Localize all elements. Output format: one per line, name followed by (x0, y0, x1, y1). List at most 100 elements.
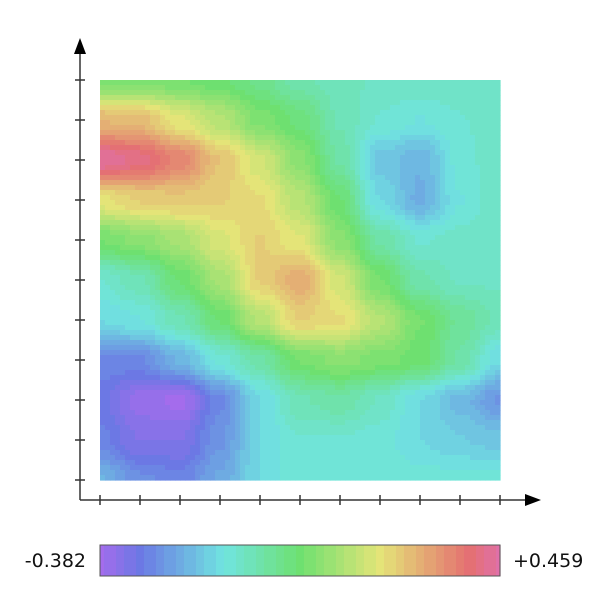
heatmap-cell (390, 120, 396, 126)
heatmap-cell (145, 370, 151, 376)
heatmap-cell (370, 105, 376, 111)
heatmap-cell (345, 305, 351, 311)
heatmap-cell (215, 335, 221, 341)
heatmap-cell (280, 270, 286, 276)
heatmap-cell (420, 195, 426, 201)
heatmap-cell (485, 360, 491, 366)
heatmap-cell (495, 195, 501, 201)
heatmap-cell (230, 90, 236, 96)
heatmap-cell (195, 185, 201, 191)
heatmap-cell (495, 90, 501, 96)
heatmap-cell (130, 120, 136, 126)
heatmap-cell (325, 165, 331, 171)
heatmap-cell (365, 365, 371, 371)
heatmap-cell (230, 305, 236, 311)
heatmap-cell (325, 285, 331, 291)
heatmap-cell (490, 180, 496, 186)
heatmap-cell (300, 135, 306, 141)
heatmap-cell (215, 215, 221, 221)
heatmap-cell (465, 325, 471, 331)
heatmap-cell (170, 285, 176, 291)
heatmap-cell (495, 105, 501, 111)
heatmap-cell (405, 100, 411, 106)
heatmap-cell (230, 380, 236, 386)
heatmap-cell (110, 180, 116, 186)
heatmap-cell (340, 95, 346, 101)
heatmap-cell (455, 305, 461, 311)
heatmap-cell (190, 205, 196, 211)
heatmap-cell (140, 205, 146, 211)
heatmap-cell (395, 100, 401, 106)
heatmap-cell (315, 365, 321, 371)
heatmap-cell (480, 310, 486, 316)
heatmap-cell (460, 165, 466, 171)
heatmap-cell (180, 375, 186, 381)
heatmap-cell (245, 175, 251, 181)
heatmap-cell (380, 175, 386, 181)
heatmap-cell (330, 90, 336, 96)
heatmap-cell (315, 95, 321, 101)
heatmap-cell (245, 290, 251, 296)
heatmap-cell (270, 260, 276, 266)
heatmap-cell (215, 225, 221, 231)
heatmap-cell (445, 145, 451, 151)
heatmap-cell (255, 345, 261, 351)
heatmap-cell (390, 125, 396, 131)
heatmap-cell (395, 335, 401, 341)
heatmap-cell (160, 85, 166, 91)
heatmap-cell (255, 265, 261, 271)
heatmap-cell (295, 210, 301, 216)
heatmap-cell (340, 310, 346, 316)
heatmap-cell (130, 110, 136, 116)
heatmap-cell (210, 190, 216, 196)
heatmap-cell (280, 140, 286, 146)
heatmap-cell (480, 380, 486, 386)
heatmap-cell (445, 220, 451, 226)
heatmap-cell (440, 165, 446, 171)
heatmap-cell (140, 190, 146, 196)
heatmap-cell (405, 340, 411, 346)
heatmap-cell (425, 205, 431, 211)
heatmap-cell (345, 310, 351, 316)
heatmap-cell (300, 370, 306, 376)
heatmap-cell (410, 265, 416, 271)
heatmap-cell (335, 260, 341, 266)
heatmap-cell (480, 165, 486, 171)
heatmap-cell (485, 200, 491, 206)
heatmap-cell (450, 170, 456, 176)
heatmap-cell (270, 370, 276, 376)
heatmap-cell (435, 145, 441, 151)
heatmap-cell (205, 235, 211, 241)
heatmap-cell (130, 150, 136, 156)
heatmap-cell (140, 95, 146, 101)
heatmap-cell (260, 205, 266, 211)
heatmap-cell (330, 145, 336, 151)
heatmap-cell (405, 110, 411, 116)
heatmap-cell (270, 385, 276, 391)
heatmap-cell (375, 365, 381, 371)
heatmap-cell (435, 160, 441, 166)
heatmap-cell (245, 375, 251, 381)
heatmap-cell (410, 155, 416, 161)
heatmap-cell (315, 185, 321, 191)
heatmap-cell (385, 80, 391, 86)
heatmap-cell (275, 220, 281, 226)
heatmap-cell (105, 305, 111, 311)
heatmap-cell (355, 335, 361, 341)
heatmap-cell (385, 160, 391, 166)
heatmap-cell (165, 185, 171, 191)
heatmap-cell (450, 185, 456, 191)
heatmap-cell (290, 155, 296, 161)
heatmap-cell (250, 285, 256, 291)
heatmap-cell (185, 345, 191, 351)
heatmap-cell (255, 165, 261, 171)
heatmap-cell (240, 300, 246, 306)
heatmap-cell (315, 140, 321, 146)
heatmap-cell (105, 270, 111, 276)
heatmap-cell (210, 295, 216, 301)
heatmap-cell (400, 100, 406, 106)
heatmap-cell (395, 300, 401, 306)
heatmap-cell (270, 130, 276, 136)
heatmap-cell (195, 275, 201, 281)
heatmap-cell (175, 290, 181, 296)
